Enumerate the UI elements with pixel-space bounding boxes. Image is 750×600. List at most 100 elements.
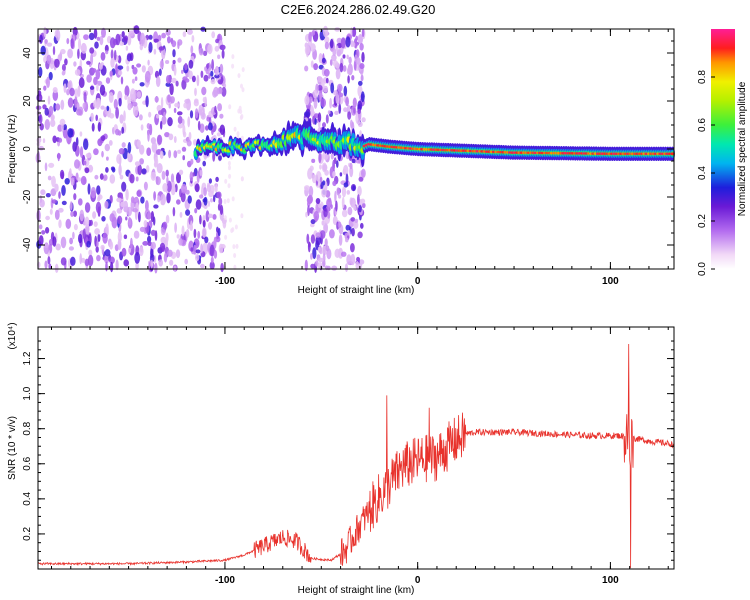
tick-label: 0.0 (697, 262, 708, 276)
noise-cell (108, 92, 114, 103)
noise-cell (156, 163, 163, 174)
noise-cell (198, 104, 203, 115)
noise-cell (147, 235, 152, 243)
noise-cell (87, 183, 91, 195)
noise-cell (78, 198, 83, 206)
noise-cell (212, 214, 217, 220)
noise-cell (159, 150, 164, 159)
noise-cell (139, 43, 143, 51)
noise-cell (231, 63, 235, 69)
noise-cell (95, 201, 102, 214)
noise-cell (83, 160, 87, 166)
noise-cell (219, 113, 224, 119)
noise-cell (95, 246, 99, 253)
noise-cell (119, 41, 125, 46)
noise-cell (90, 112, 94, 122)
spectrogram-x-label: Height of straight line (km) (298, 285, 415, 296)
noise-cell (121, 142, 126, 148)
tick-label: 0.6 (22, 456, 33, 470)
noise-cell (322, 180, 326, 186)
noise-cell (39, 34, 43, 44)
tick-label: 0.4 (22, 491, 33, 505)
noise-cell (66, 38, 70, 45)
noise-cell (120, 76, 124, 85)
noise-cell (139, 82, 145, 87)
noise-cell (181, 183, 187, 194)
tick-label: -100 (215, 276, 235, 287)
noise-cell (40, 189, 46, 196)
noise-cell (83, 34, 89, 40)
noise-cell (67, 128, 74, 138)
noise-cell (354, 54, 358, 63)
noise-cell (361, 117, 366, 123)
noise-cell (43, 26, 47, 38)
noise-cell (195, 199, 202, 210)
noise-cell (161, 32, 167, 39)
noise-cell (60, 257, 67, 266)
noise-cell (319, 249, 323, 255)
noise-cell (310, 263, 316, 269)
snr-panel: -100 0 100 0.2 0.4 0.6 0.8 1.0 1.2 Height of st… (7, 322, 675, 596)
noise-cell (190, 247, 194, 252)
noise-cell (318, 53, 323, 64)
noise-cell (141, 65, 146, 73)
noise-cell (50, 114, 55, 121)
noise-cell (159, 242, 166, 252)
noise-cell (60, 48, 66, 55)
noise-cell (173, 65, 177, 76)
noise-cell (91, 68, 97, 73)
noise-cell (36, 209, 41, 222)
noise-cell (335, 68, 341, 80)
noise-cell (175, 249, 181, 259)
noise-cell (153, 204, 159, 209)
noise-cell (342, 54, 346, 59)
noise-cell (76, 108, 83, 116)
snr-y-ticks: 0.2 0.4 0.6 0.8 1.0 1.2 (22, 340, 674, 561)
noise-cell (167, 117, 173, 127)
noise-cell (154, 156, 159, 167)
noise-cell (64, 178, 70, 185)
noise-cell (105, 167, 109, 173)
noise-cell (185, 209, 191, 216)
noise-cell (196, 74, 200, 87)
noise-cell (199, 169, 203, 177)
noise-cell (54, 209, 60, 220)
noise-cell (147, 211, 152, 220)
noise-cell (357, 34, 363, 45)
noise-cell (343, 182, 349, 188)
noise-cell (318, 90, 323, 102)
noise-cell (160, 97, 164, 109)
noise-cell (86, 74, 92, 83)
noise-cell (110, 49, 114, 60)
noise-cell (96, 83, 99, 92)
noise-cell (103, 174, 108, 181)
noise-cell (191, 75, 196, 83)
noise-cell (351, 227, 355, 237)
noise-cell (345, 263, 348, 272)
noise-cell (82, 102, 86, 110)
noise-cell (155, 176, 161, 186)
noise-cell (217, 79, 223, 85)
noise-cell (38, 145, 44, 151)
noise-cell (324, 36, 330, 44)
noise-cell (181, 146, 187, 152)
noise-cell (148, 41, 153, 53)
snr-x-ticks: -100 0 100 (50, 327, 669, 586)
noise-cell (156, 114, 160, 119)
noise-cell (73, 193, 77, 201)
noise-cell (171, 40, 177, 48)
noise-cell (87, 254, 94, 267)
tick-label: 0 (22, 146, 33, 152)
noise-cell (96, 240, 99, 248)
noise-cell (210, 256, 214, 264)
noise-cell (173, 150, 178, 159)
noise-cell (336, 160, 339, 168)
noise-cell (144, 70, 151, 83)
noise-cell (199, 123, 205, 133)
noise-cell (74, 96, 78, 108)
noise-cell (42, 104, 47, 110)
noise-cell (135, 176, 139, 182)
noise-cell (206, 63, 210, 69)
noise-cell (46, 54, 52, 65)
noise-cell (126, 65, 130, 72)
